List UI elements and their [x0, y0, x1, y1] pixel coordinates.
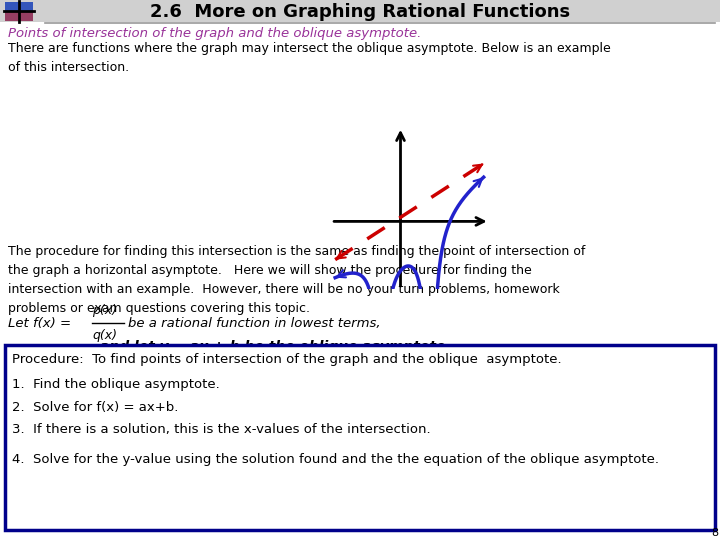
Text: p(x): p(x): [92, 304, 117, 317]
Text: Procedure:  To find points of intersection of the graph and the oblique  asympto: Procedure: To find points of intersectio…: [12, 353, 562, 366]
Text: 3.  If there is a solution, this is the x-values of the intersection.: 3. If there is a solution, this is the x…: [12, 423, 431, 436]
Text: There are functions where the graph may intersect the oblique asymptote. Below i: There are functions where the graph may …: [8, 42, 611, 74]
Text: Points of intersection of the graph and the oblique asymptote.: Points of intersection of the graph and …: [8, 27, 421, 40]
Text: 2.6  More on Graphing Rational Functions: 2.6 More on Graphing Rational Functions: [150, 3, 570, 21]
Text: q(x): q(x): [92, 329, 117, 342]
Text: 1.  Find the oblique asymptote.: 1. Find the oblique asymptote.: [12, 378, 220, 391]
Text: and let y = ax + b be the oblique asymptote.: and let y = ax + b be the oblique asympt…: [100, 340, 451, 354]
Text: 2.  Solve for f(x) = ax+b.: 2. Solve for f(x) = ax+b.: [12, 401, 179, 414]
Text: Let f(x) =: Let f(x) =: [8, 316, 76, 329]
Text: be a rational function in lowest terms,: be a rational function in lowest terms,: [128, 316, 381, 329]
Bar: [5, 2, 33, 21]
Bar: [5, 11, 33, 21]
Bar: [0, 0, 720, 22]
Bar: [5, 345, 715, 530]
Text: 4.  Solve for the y-value using the solution found and the the equation of the o: 4. Solve for the y-value using the solut…: [12, 453, 659, 466]
Text: 8: 8: [711, 528, 718, 538]
Text: The procedure for finding this intersection is the same as finding the point of : The procedure for finding this intersect…: [8, 245, 585, 315]
